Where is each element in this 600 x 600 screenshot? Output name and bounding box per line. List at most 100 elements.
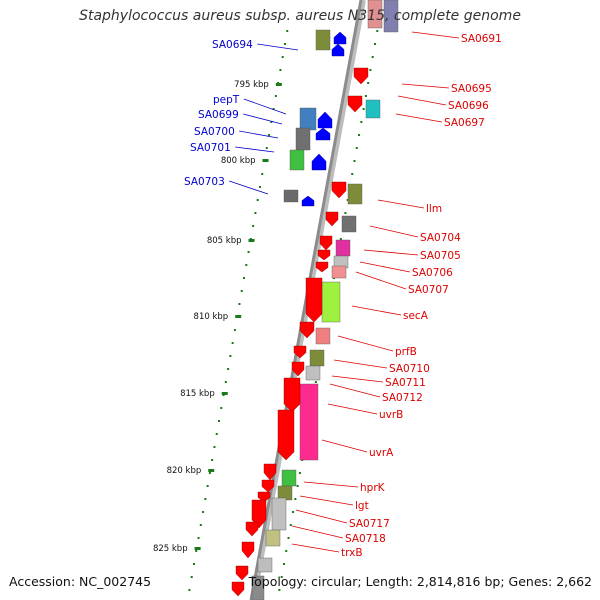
scale-tick (262, 159, 269, 162)
tick-dot (243, 277, 246, 279)
scale-tick (235, 315, 242, 318)
forward-gene-arrow (317, 111, 333, 129)
reverse-gene-arrow (277, 409, 295, 461)
reverse-gene-arrow (241, 541, 255, 559)
tick-dot (296, 485, 299, 487)
scale-label: 820 kbp (167, 466, 202, 476)
reverse-gene-label: SA0710 (389, 363, 430, 375)
scale-tick (221, 392, 228, 395)
forward-gene-arrow (311, 153, 327, 171)
tick-dot (199, 524, 202, 526)
reverse-leader-line (401, 83, 450, 89)
tick-dot (278, 589, 281, 591)
scale-tick (275, 83, 282, 86)
reverse-gene-label: SA0712 (382, 392, 423, 404)
reverse-leader-line (329, 383, 381, 398)
feature-box (271, 497, 287, 531)
reverse-leader-line (321, 439, 368, 453)
forward-gene-label: SA0703 (184, 176, 225, 188)
scale-label: 795 kbp (234, 80, 269, 90)
reverse-gene-label: SA0697 (444, 117, 485, 129)
feature-box (335, 239, 351, 257)
tick-dot (364, 95, 367, 97)
feature-box (383, 0, 399, 33)
tick-dot (376, 30, 379, 32)
tick-dot (256, 199, 259, 201)
feature-box (257, 557, 273, 573)
reverse-gene-label: SA0696 (448, 100, 489, 112)
reverse-leader-line (397, 95, 447, 106)
tick-dot (265, 147, 268, 149)
tick-dot (254, 212, 257, 214)
feature-box (265, 529, 281, 547)
reverse-leader-line (363, 249, 419, 256)
reverse-gene-label: SA0711 (385, 377, 426, 389)
feature-box (365, 99, 381, 119)
tick-dot (204, 498, 207, 500)
tick-dot (339, 238, 342, 240)
reverse-gene-label: SA0706 (412, 267, 453, 279)
tick-dot (285, 550, 288, 552)
reverse-leader-line (351, 305, 402, 316)
forward-gene-label: SA0700 (194, 126, 235, 138)
reverse-leader-line (337, 335, 394, 352)
tick-dot (188, 589, 191, 591)
scale-tick (194, 547, 201, 550)
tick-dot (373, 43, 376, 45)
tick-dot (362, 108, 365, 110)
tick-dot (238, 303, 241, 305)
feature-box (299, 383, 319, 461)
tick-dot (224, 381, 227, 383)
reverse-gene-label: SA0695 (451, 83, 492, 95)
reverse-leader-line (295, 509, 348, 524)
feature-box (299, 107, 317, 131)
reverse-leader-line (333, 359, 388, 369)
scale-label: 805 kbp (207, 236, 242, 246)
tick-dot (206, 485, 209, 487)
tick-dot (283, 43, 286, 45)
reverse-gene-arrow (235, 565, 249, 581)
tick-dot (358, 134, 361, 136)
scale-label: 815 kbp (180, 389, 215, 399)
reverse-gene-arrow (299, 321, 315, 339)
tick-dot (227, 368, 230, 370)
tick-dot (233, 329, 236, 331)
tick-dot (355, 147, 358, 149)
reverse-gene-arrow (315, 261, 329, 273)
reverse-leader-line (303, 481, 359, 488)
forward-gene-label: SA0694 (212, 39, 253, 51)
tick-dot (272, 108, 275, 110)
feature-box (321, 281, 341, 323)
tick-dot (261, 173, 264, 175)
reverse-leader-line (291, 525, 344, 539)
reverse-leader-line (395, 113, 443, 123)
scale-label: 800 kbp (221, 156, 256, 166)
reverse-gene-arrow (347, 95, 363, 113)
reverse-gene-arrow (257, 491, 271, 503)
tick-dot (367, 82, 370, 84)
tick-dot (289, 524, 292, 526)
feature-box (367, 0, 383, 29)
feature-boxes (251, 0, 399, 600)
tick-dot (229, 355, 232, 357)
reverse-gene-label: trxB (341, 547, 363, 559)
reverse-gene-label: lgt (355, 500, 369, 512)
forward-leader-line (257, 43, 299, 51)
reverse-gene-label: secA (403, 310, 429, 322)
scale-tick (248, 239, 255, 242)
reverse-leader-line (291, 543, 340, 553)
reverse-gene-arrow (325, 211, 339, 227)
tick-dot (353, 160, 356, 162)
reverse-gene-label: SA0707 (408, 284, 449, 296)
reverse-gene-arrow (283, 377, 301, 413)
tick-dot (195, 550, 198, 552)
reverse-gene-label: SA0718 (345, 533, 386, 545)
reverse-gene-arrow (263, 463, 277, 481)
reverse-gene-label: SA0704 (420, 232, 461, 244)
tick-dot (258, 186, 261, 188)
feature-box (305, 365, 321, 381)
reverse-gene-label: SA0717 (349, 518, 390, 530)
tick-dot (240, 290, 243, 292)
reverse-gene-label: hprK (360, 482, 386, 494)
